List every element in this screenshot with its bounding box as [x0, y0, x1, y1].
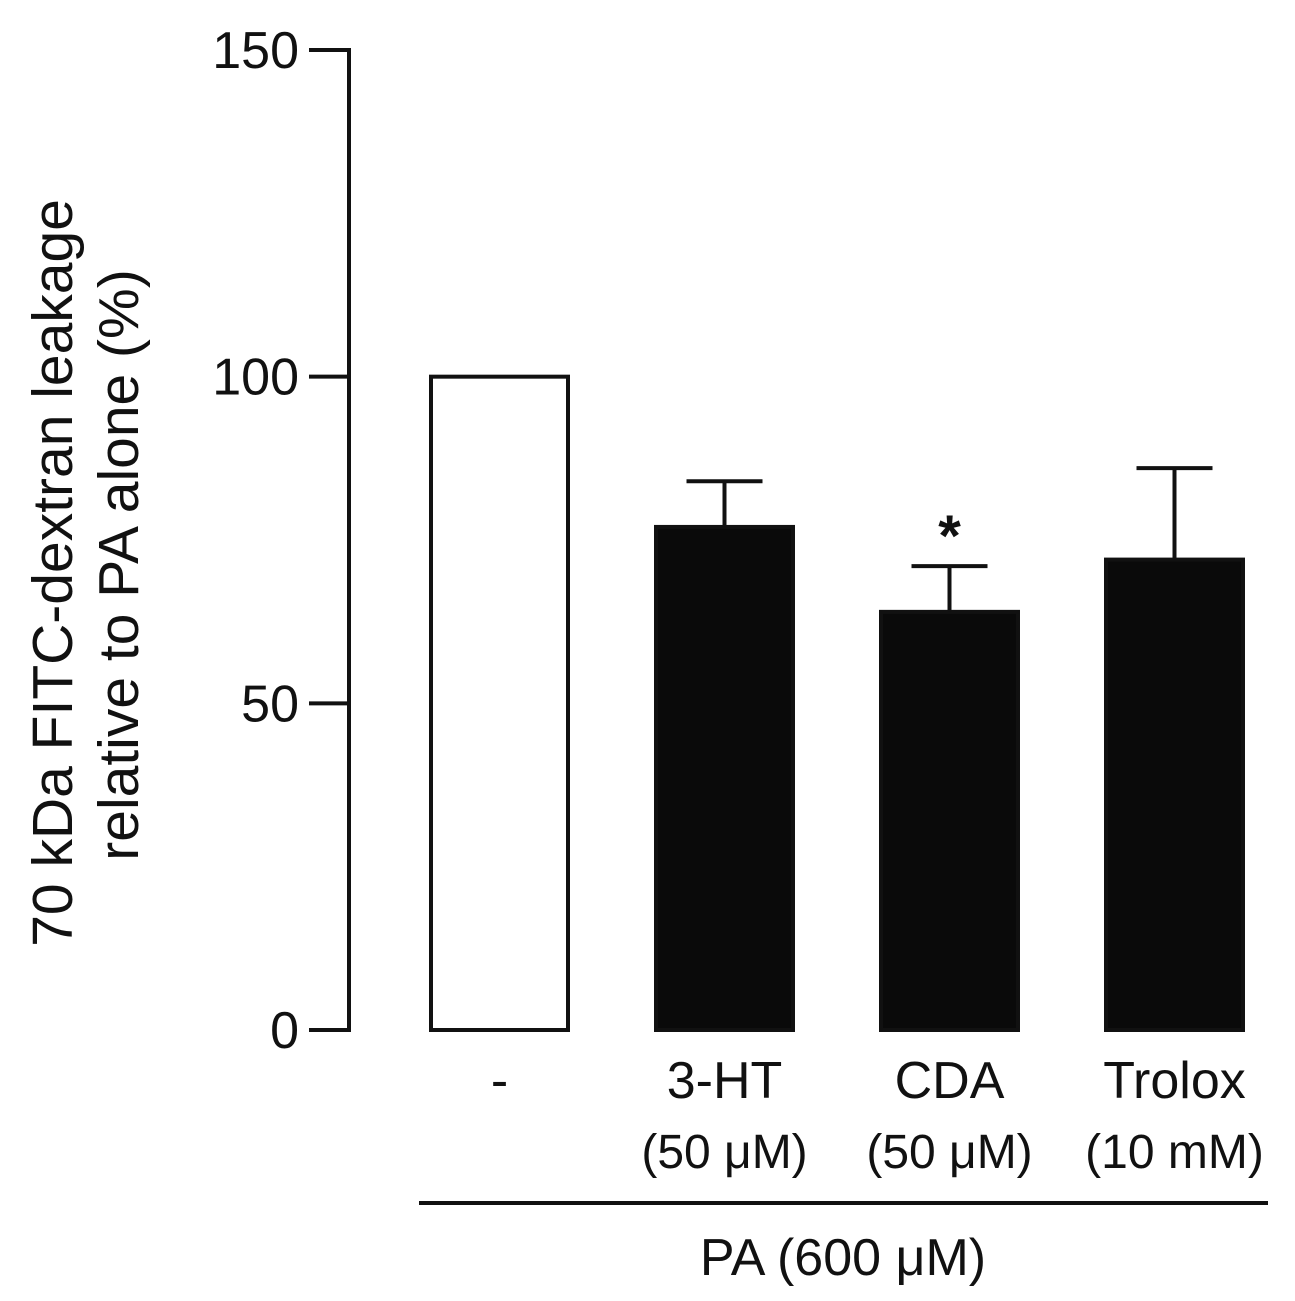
x-tick-label: 3-HT	[667, 1052, 783, 1110]
bars	[429, 374, 1245, 1033]
bar	[879, 609, 1020, 1032]
significance-marker: *	[938, 504, 961, 569]
x-tick-sublabel: (50 μM)	[866, 1126, 1032, 1179]
y-axis-label: 70 kDa FITC-dextran leakage relative to …	[21, 183, 151, 947]
y-tick-label: 150	[212, 22, 299, 80]
y-axis: 0 50 100 150	[212, 22, 351, 1060]
bar	[429, 374, 570, 1032]
x-tick-labels: - 3-HT (50 μM) CDA (50 μM) Trolox (10 mM)	[491, 1052, 1264, 1179]
x-tick-sublabel: (50 μM)	[641, 1126, 807, 1179]
y-axis-label-line2: relative to PA alone (%)	[87, 269, 151, 860]
bar	[1104, 557, 1245, 1032]
bar	[654, 524, 795, 1033]
x-tick-label: CDA	[895, 1052, 1005, 1110]
significance-markers: *	[938, 504, 961, 569]
error-bars	[686, 466, 1213, 612]
y-tick-label: 100	[212, 349, 299, 407]
x-tick-label: -	[491, 1052, 508, 1110]
y-axis-label-line1: 70 kDa FITC-dextran leakage	[21, 199, 85, 947]
group-label: PA (600 μM)	[700, 1229, 986, 1287]
x-tick-sublabel: (10 mM)	[1085, 1126, 1264, 1179]
y-tick-label: 50	[241, 675, 299, 733]
y-tick-label: 0	[270, 1002, 299, 1060]
x-tick-label: Trolox	[1103, 1052, 1246, 1110]
